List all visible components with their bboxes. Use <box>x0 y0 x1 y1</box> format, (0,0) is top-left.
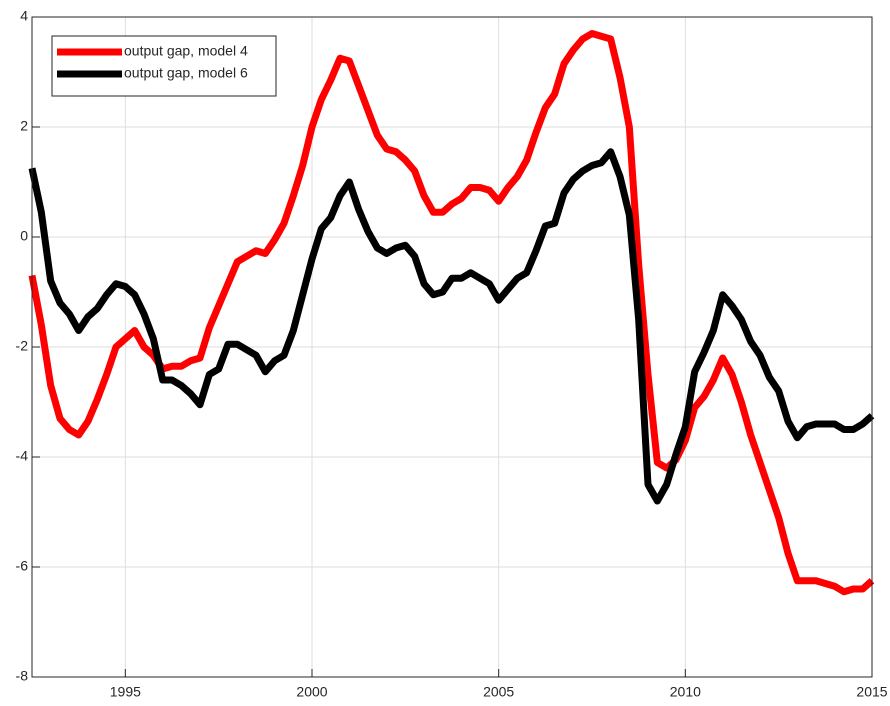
x-tick-label: 2015 <box>856 684 887 700</box>
y-tick-label: -6 <box>16 558 29 574</box>
legend-label: output gap, model 4 <box>124 43 248 59</box>
data-line <box>28 30 875 596</box>
y-tick-label: 4 <box>20 8 28 24</box>
legend-label: output gap, model 6 <box>124 65 248 81</box>
y-tick-label: -8 <box>16 668 29 684</box>
legend-box <box>51 35 277 97</box>
x-tick-label: 2010 <box>670 684 701 700</box>
y-tick-label: -2 <box>16 338 29 354</box>
plot-border <box>31 16 873 678</box>
x-tick-label: 2000 <box>296 684 327 700</box>
data-line <box>28 148 875 505</box>
y-tick-label: 2 <box>20 118 28 134</box>
y-tick-label: 0 <box>20 228 28 244</box>
y-tick-label: -4 <box>16 448 29 464</box>
x-tick-label: 1995 <box>110 684 141 700</box>
x-tick-label: 2005 <box>483 684 514 700</box>
